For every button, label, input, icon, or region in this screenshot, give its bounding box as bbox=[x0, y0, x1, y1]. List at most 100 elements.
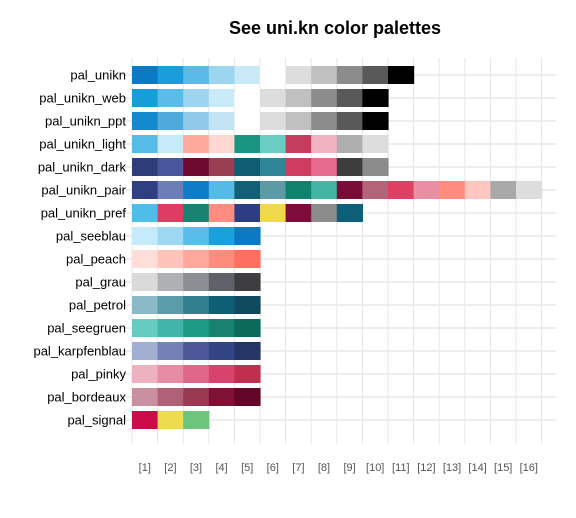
x-tick-label: [9] bbox=[343, 462, 355, 474]
palette-label: pal_unikn bbox=[70, 68, 126, 83]
palette-swatch bbox=[157, 365, 184, 383]
palette-swatch bbox=[260, 204, 287, 222]
palette-swatch bbox=[208, 319, 235, 337]
x-tick-label: [13] bbox=[443, 462, 461, 474]
palette-swatch bbox=[208, 66, 235, 84]
palette-swatch bbox=[183, 66, 210, 84]
palette-swatch bbox=[132, 66, 159, 84]
palette-swatch bbox=[183, 89, 210, 107]
palette-swatch bbox=[157, 204, 184, 222]
palette-swatch bbox=[260, 112, 287, 130]
palette-label: pal_unikn_pair bbox=[41, 183, 126, 198]
palette-swatch bbox=[311, 181, 338, 199]
palette-swatch bbox=[208, 342, 235, 360]
palette-swatch bbox=[234, 135, 261, 153]
palette-swatch bbox=[311, 158, 338, 176]
palette-swatch bbox=[285, 204, 312, 222]
palette-swatch bbox=[157, 273, 184, 291]
palette-swatch bbox=[311, 204, 338, 222]
palette-label: pal_unikn_ppt bbox=[45, 114, 126, 129]
palette-label: pal_pinky bbox=[71, 367, 126, 382]
palette-swatch bbox=[234, 66, 261, 84]
x-tick-label: [5] bbox=[241, 462, 253, 474]
palette-swatch bbox=[132, 273, 159, 291]
x-tick-label: [10] bbox=[366, 462, 384, 474]
palette-swatch bbox=[183, 319, 210, 337]
palette-swatch bbox=[132, 112, 159, 130]
palette-label: pal_karpfenblau bbox=[33, 344, 126, 359]
palette-swatch bbox=[208, 388, 235, 406]
palette-swatch bbox=[234, 89, 261, 107]
palette-swatch bbox=[157, 181, 184, 199]
x-tick-label: [16] bbox=[520, 462, 538, 474]
palette-swatch bbox=[285, 112, 312, 130]
palette-label: pal_signal bbox=[67, 413, 126, 428]
palette-swatch bbox=[157, 89, 184, 107]
palette-swatch bbox=[208, 365, 235, 383]
palette-swatch bbox=[208, 181, 235, 199]
palette-swatch bbox=[157, 112, 184, 130]
palette-swatch bbox=[157, 227, 184, 245]
palette-label: pal_unikn_pref bbox=[41, 206, 127, 221]
x-tick-label: [3] bbox=[190, 462, 202, 474]
palette-swatch bbox=[362, 135, 389, 153]
palette-label: pal_seegruen bbox=[47, 321, 126, 336]
palette-swatch bbox=[439, 181, 466, 199]
palette-swatch bbox=[490, 181, 517, 199]
palette-swatch bbox=[285, 135, 312, 153]
palette-label: pal_bordeaux bbox=[47, 390, 126, 405]
x-tick-label: [6] bbox=[267, 462, 279, 474]
palette-swatch bbox=[157, 250, 184, 268]
palette-swatch bbox=[362, 89, 389, 107]
palette-swatch bbox=[336, 181, 363, 199]
palette-swatch bbox=[157, 66, 184, 84]
palette-swatch bbox=[132, 388, 159, 406]
palette-swatch bbox=[183, 250, 210, 268]
palette-swatch bbox=[234, 273, 261, 291]
palette-swatch bbox=[208, 89, 235, 107]
palette-swatch bbox=[336, 158, 363, 176]
palette-swatch bbox=[132, 342, 159, 360]
palette-swatch bbox=[132, 250, 159, 268]
palette-swatch bbox=[285, 89, 312, 107]
palette-swatch bbox=[234, 365, 261, 383]
palette-swatch bbox=[183, 158, 210, 176]
palette-swatch bbox=[234, 204, 261, 222]
palette-swatch bbox=[183, 388, 210, 406]
x-tick-labels: [1] [2] [3] [4] [5] [6] [7] [8] [9] [10] [11] [12] [… bbox=[139, 462, 538, 474]
palette-swatch bbox=[260, 66, 287, 84]
palette-label: pal_petrol bbox=[69, 298, 126, 313]
palette-swatch bbox=[183, 342, 210, 360]
palette-swatch bbox=[311, 66, 338, 84]
palette-swatch bbox=[260, 181, 287, 199]
palette-label: pal_seeblau bbox=[56, 229, 126, 244]
palette-swatch bbox=[132, 365, 159, 383]
palette-swatch bbox=[132, 135, 159, 153]
palette-swatch bbox=[208, 273, 235, 291]
palette-swatch bbox=[413, 181, 440, 199]
palette-swatch bbox=[183, 365, 210, 383]
palette-swatch bbox=[132, 89, 159, 107]
palette-swatch bbox=[336, 89, 363, 107]
palette-swatch bbox=[464, 181, 491, 199]
palette-swatch bbox=[234, 296, 261, 314]
palette-swatch bbox=[362, 66, 389, 84]
chart-title: See uni.kn color palettes bbox=[228, 18, 442, 38]
palette-swatch bbox=[336, 135, 363, 153]
palette-swatch bbox=[336, 112, 363, 130]
palette-swatch bbox=[336, 66, 363, 84]
x-tick-label: [1] bbox=[139, 462, 151, 474]
palette-swatch bbox=[260, 158, 287, 176]
palette-label: pal_grau bbox=[75, 275, 126, 290]
palette-label: pal_unikn_web bbox=[39, 91, 126, 106]
palette-swatch bbox=[132, 181, 159, 199]
palette-swatch bbox=[208, 250, 235, 268]
palette-swatch bbox=[285, 66, 312, 84]
palette-swatch bbox=[208, 296, 235, 314]
palette-swatch bbox=[234, 112, 261, 130]
palette-swatch bbox=[183, 112, 210, 130]
palette-swatch bbox=[208, 204, 235, 222]
palette-swatch bbox=[183, 204, 210, 222]
palette-swatch bbox=[388, 66, 415, 84]
